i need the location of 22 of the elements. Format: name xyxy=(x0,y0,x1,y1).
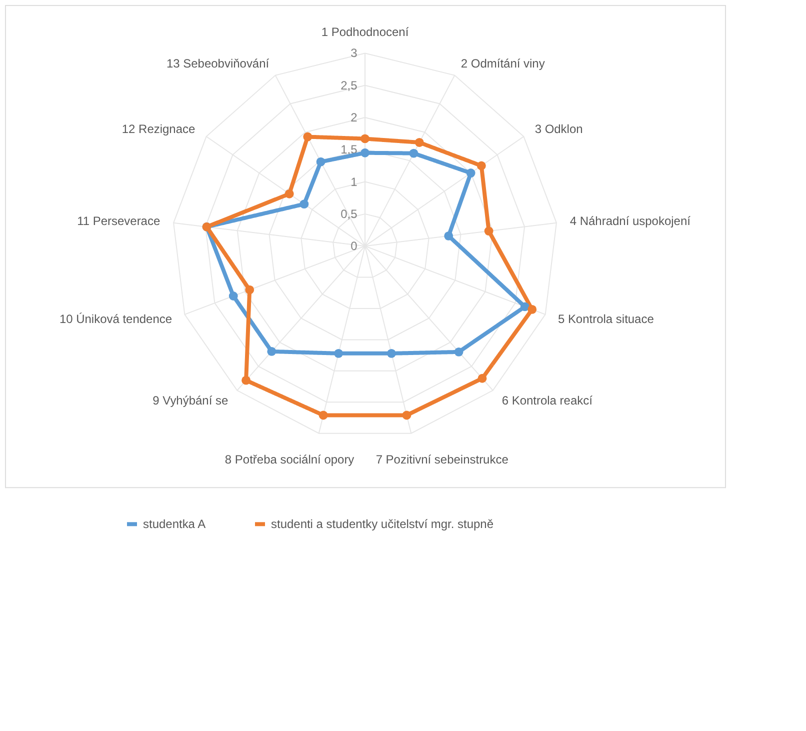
spoke-label: 8 Potřeba sociální opory xyxy=(224,452,354,466)
spoke-label: 6 Kontrola reakcí xyxy=(502,394,594,408)
spoke-label: 1 Podhodnocení xyxy=(321,25,410,39)
spoke-label: 9 Vyhýbání se xyxy=(152,394,228,408)
y-tick-label: 0,5 xyxy=(340,206,358,221)
y-tick-label: 2,5 xyxy=(340,78,358,92)
y-tick-label: 0 xyxy=(350,239,358,254)
spoke-label: 10 Úniková tendence xyxy=(59,312,172,326)
spoke-label: 12 Rezignace xyxy=(122,122,196,136)
y-tick-label: 3 xyxy=(350,46,358,60)
y-tick-label: 1 xyxy=(350,174,358,189)
legend-label: studenti a studentky učitelství mgr. stupně xyxy=(271,517,494,532)
legend-label: studentka A xyxy=(143,517,206,532)
spoke-label: 7 Pozitivní sebeinstrukce xyxy=(376,452,509,466)
spoke-label: 2 Odmítání viny xyxy=(460,56,545,70)
y-tick-label: 2 xyxy=(350,110,358,124)
spoke-label: 4 Náhradní uspokojení xyxy=(570,214,692,228)
spoke-label: 11 Perseverace xyxy=(77,214,160,228)
y-tick-label: 1,5 xyxy=(340,142,358,157)
spoke-label: 3 Odklon xyxy=(534,122,583,136)
spoke-label: 13 Sebeobviňování xyxy=(166,56,270,70)
spoke-label: 5 Kontrola situace xyxy=(558,312,654,326)
